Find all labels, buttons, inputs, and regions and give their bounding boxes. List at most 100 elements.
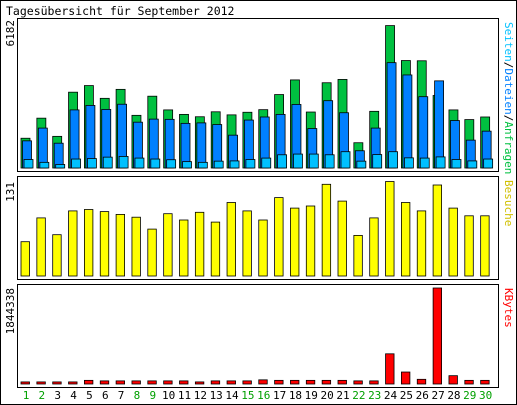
bar-kbytes-day-24 [385, 353, 395, 385]
bar-seiten-day-13 [213, 160, 224, 169]
bar-kbytes-day-12 [194, 381, 205, 385]
x-tick-label-day-26: 26 [416, 389, 429, 402]
x-tick-label-day-12: 12 [194, 389, 207, 402]
x-tick-label-day-25: 25 [400, 389, 413, 402]
bar-kbytes-day-7 [115, 380, 125, 385]
bar-besuche-day-8 [131, 216, 141, 277]
bar-seiten-day-9 [150, 158, 161, 169]
bar-seiten-day-7 [118, 156, 129, 169]
legend-seiten: Seiten [502, 22, 515, 62]
bar-kbytes-day-16 [258, 379, 268, 385]
bar-seiten-day-21 [340, 151, 351, 169]
bar-seiten-day-28 [451, 159, 462, 169]
bar-kbytes-day-6 [99, 380, 110, 385]
bar-besuche-day-12 [194, 211, 205, 277]
bar-besuche-day-26 [416, 210, 427, 277]
bar-seiten-day-16 [261, 157, 272, 169]
bar-seiten-day-20 [324, 154, 335, 169]
bar-kbytes-day-13 [210, 380, 221, 385]
x-tick-label-day-13: 13 [210, 389, 223, 402]
x-tick-label-day-27: 27 [431, 389, 444, 402]
x-tick-label-day-2: 2 [39, 389, 46, 402]
bar-seiten-day-26 [419, 157, 430, 169]
x-tick-label-day-10: 10 [162, 389, 175, 402]
bar-seiten-day-25 [403, 157, 414, 169]
x-tick-label-day-14: 14 [225, 389, 239, 402]
bar-kbytes-day-4 [68, 381, 78, 385]
bar-besuche-day-7 [115, 213, 125, 277]
bar-kbytes-day-22 [353, 380, 363, 385]
x-tick-label-day-24: 24 [384, 389, 398, 402]
bar-seiten-day-29 [467, 160, 478, 169]
bar-kbytes-day-17 [274, 379, 284, 385]
bar-besuche-day-6 [99, 211, 110, 277]
bar-besuche-day-4 [68, 210, 78, 277]
bar-kbytes-day-26 [416, 378, 427, 385]
x-tick-label-day-5: 5 [86, 389, 93, 402]
bar-seiten-day-27 [435, 156, 446, 169]
bar-besuche-day-28 [448, 207, 458, 277]
bar-seiten-day-19 [308, 153, 319, 169]
bar-kbytes-day-15 [242, 380, 252, 385]
bar-kbytes-day-25 [400, 371, 411, 385]
legend-anfragen: Anfragen [502, 121, 515, 174]
x-tick-label-day-1: 1 [23, 389, 30, 402]
x-tick-label-day-8: 8 [134, 389, 141, 402]
x-tick-label-day-17: 17 [273, 389, 286, 402]
bar-besuche-day-3 [52, 234, 62, 277]
x-tick-label-day-21: 21 [336, 389, 349, 402]
bar-seiten-day-14 [229, 160, 240, 169]
bar-besuche-day-15 [242, 210, 252, 277]
bar-seiten-day-15 [245, 159, 256, 169]
bar-kbytes-day-28 [448, 375, 458, 385]
bar-kbytes-day-27 [432, 287, 443, 385]
bar-kbytes-day-3 [52, 381, 62, 385]
x-tick-label-day-22: 22 [352, 389, 365, 402]
x-tick-label-day-9: 9 [149, 389, 156, 402]
bar-kbytes-day-18 [290, 379, 300, 385]
bar-seiten-day-18 [293, 153, 303, 169]
bar-seiten-day-24 [388, 151, 398, 169]
x-tick-label-day-19: 19 [305, 389, 318, 402]
x-tick-label-day-18: 18 [289, 389, 302, 402]
legend-requests: Seiten/Dateien/Anfragen [502, 22, 515, 174]
bar-kbytes-day-8 [131, 380, 141, 385]
bar-kbytes-day-29 [464, 379, 474, 385]
bar-seiten-day-1 [23, 159, 34, 169]
bar-besuche-day-20 [321, 183, 332, 277]
bar-kbytes-day-1 [20, 381, 30, 385]
bar-besuche-day-16 [258, 219, 268, 277]
bar-seiten-day-3 [55, 164, 66, 169]
x-tick-label-day-6: 6 [102, 389, 109, 402]
legend-sep-2: / [502, 115, 515, 122]
bar-besuche-day-10 [163, 213, 173, 277]
bar-besuche-day-9 [147, 228, 157, 277]
chart-title: Tagesübersicht für September 2012 [6, 4, 234, 18]
bar-kbytes-day-2 [36, 381, 46, 385]
x-axis-day-labels: 1 2 3 4 5 6 7 8 9 10 11 12 13 14 15 16 17 18 19 20 21 22 23 24 2… [23, 389, 493, 402]
bar-seiten-day-2 [39, 161, 50, 169]
ymax-label-visits: 131 [4, 182, 17, 202]
bar-seiten-day-30 [483, 158, 494, 169]
bar-kbytes-day-14 [226, 380, 236, 385]
x-tick-label-day-11: 11 [178, 389, 191, 402]
legend-kbytes: KBytes [502, 288, 515, 328]
bar-besuche-day-29 [464, 215, 474, 277]
bar-besuche-day-23 [369, 217, 379, 277]
bar-besuche-day-14 [226, 202, 236, 277]
bar-besuche-day-11 [179, 219, 189, 277]
bar-kbytes-day-23 [369, 380, 379, 385]
bar-kbytes-day-9 [147, 380, 157, 385]
bar-besuche-day-25 [400, 202, 411, 277]
bar-besuche-day-1 [20, 241, 30, 277]
bar-besuche-day-24 [385, 181, 395, 277]
ymax-label-requests: 6182 [4, 20, 17, 47]
bar-seiten-day-12 [197, 161, 208, 169]
panel-kbytes-frame [17, 284, 499, 388]
bar-seiten-day-4 [71, 158, 81, 169]
x-tick-label-day-29: 29 [463, 389, 476, 402]
bar-marks [20, 25, 494, 385]
bar-dateien-day-27 [434, 80, 445, 169]
